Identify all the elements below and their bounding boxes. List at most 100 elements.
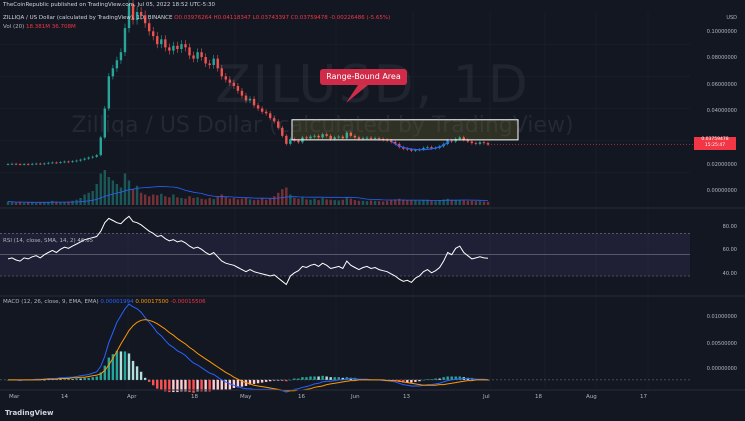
candle-body bbox=[22, 163, 26, 165]
candle-body bbox=[277, 121, 280, 128]
candle-body bbox=[131, 3, 135, 21]
candle-body bbox=[325, 134, 328, 136]
macd-histogram-bar bbox=[264, 379, 268, 382]
candle-body bbox=[196, 52, 199, 59]
symbol-title: ZILLIQA / US Dollar (calculated by Tradi… bbox=[3, 15, 173, 21]
macd-histogram-bar bbox=[228, 379, 232, 390]
x-axis-label: May bbox=[240, 394, 252, 400]
volume-bar bbox=[160, 193, 163, 205]
ohlc-values: O0.03976264 H0.04118347 L0.03743397 C0.0… bbox=[174, 15, 391, 21]
volume-label: Vol (20) bbox=[3, 24, 25, 30]
macd-histogram-bar bbox=[252, 379, 256, 384]
x-axis-label: 13 bbox=[403, 394, 410, 400]
rsi-legend[interactable]: RSI (14, close, SMA, 14, 2) 46.65 bbox=[3, 238, 93, 244]
volume-bar bbox=[156, 195, 159, 205]
macd-axis-label: 0.01000000 bbox=[706, 314, 737, 320]
volume-bar bbox=[381, 201, 385, 205]
volume-bar bbox=[462, 200, 465, 205]
macd-axis-label: 0.00500000 bbox=[706, 341, 737, 347]
volume-bar bbox=[107, 177, 111, 205]
volume-bar bbox=[377, 201, 381, 205]
volume-bar bbox=[212, 199, 215, 205]
macd-histogram-bar bbox=[103, 365, 107, 380]
volume-bar bbox=[430, 200, 433, 205]
pane-separators bbox=[0, 207, 745, 391]
macd-legend[interactable]: MACD (12, 26, close, 9, EMA, EMA) 0.0000… bbox=[3, 299, 206, 305]
volume-bar bbox=[422, 200, 425, 205]
volume-bars bbox=[6, 170, 490, 205]
candle-body bbox=[482, 142, 486, 144]
candle-body bbox=[244, 95, 248, 101]
candle-body bbox=[127, 3, 131, 29]
macd-histogram-bar bbox=[232, 379, 236, 388]
macd-histogram-bar bbox=[176, 379, 179, 393]
volume-bar bbox=[103, 170, 107, 205]
volume-bar bbox=[470, 200, 474, 205]
volume-bar bbox=[67, 201, 70, 205]
macd-histogram-bar bbox=[107, 357, 111, 380]
price-axis-label: 0.02000000 bbox=[706, 162, 737, 168]
candle-body bbox=[281, 127, 284, 136]
candle-body bbox=[232, 82, 236, 86]
candle-body bbox=[426, 147, 429, 148]
cup-pattern-curve bbox=[391, 139, 451, 151]
volume-bar bbox=[26, 202, 30, 205]
candle-body bbox=[406, 148, 409, 150]
volume-bar bbox=[458, 199, 461, 205]
tradingview-logo[interactable]: TradingView bbox=[5, 409, 54, 417]
volume-bar bbox=[152, 194, 155, 205]
macd-histogram-bar bbox=[111, 354, 115, 380]
macd-histogram-bar bbox=[317, 376, 320, 380]
macd-histogram-bar bbox=[127, 353, 131, 380]
signal-value: 0.00017500 bbox=[135, 299, 169, 305]
macd-histogram-bar bbox=[313, 376, 316, 380]
volume-bar bbox=[71, 200, 74, 205]
volume-bar bbox=[192, 198, 195, 205]
volume-bar bbox=[51, 200, 54, 205]
volume-bar bbox=[248, 199, 252, 205]
volume-bar bbox=[172, 194, 175, 205]
candle-body bbox=[10, 163, 14, 165]
candle-body bbox=[91, 156, 94, 158]
volume-bar bbox=[188, 196, 191, 205]
volume-bar bbox=[309, 199, 312, 205]
candle-body bbox=[123, 28, 127, 53]
volume-bar bbox=[131, 189, 135, 205]
candle-body bbox=[285, 135, 288, 144]
macd-histogram-bar bbox=[406, 379, 409, 383]
macd-histogram-bar bbox=[83, 377, 86, 380]
candle-body bbox=[139, 12, 143, 16]
candle-body bbox=[31, 163, 34, 165]
volume-legend[interactable]: Vol (20) 18.381M 36.708M bbox=[3, 24, 76, 30]
symbol-line[interactable]: ZILLIQA / US Dollar (calculated by Tradi… bbox=[3, 15, 390, 21]
volume-bar bbox=[147, 196, 151, 205]
candle-body bbox=[95, 155, 98, 157]
volume-bar bbox=[95, 184, 98, 205]
volume-bar bbox=[87, 192, 90, 205]
macd-histogram-bar bbox=[281, 379, 284, 381]
candle-body bbox=[63, 161, 66, 163]
macd-histogram-bar bbox=[325, 376, 328, 380]
volume-bar bbox=[252, 200, 256, 205]
rsi-line bbox=[7, 215, 489, 286]
macd-histogram-bar bbox=[422, 379, 425, 381]
candle-body bbox=[119, 52, 123, 61]
price-axis-label: 0.04000000 bbox=[706, 108, 737, 114]
volume-values: 18.381M 36.708M bbox=[26, 24, 76, 30]
macd-histogram-bar bbox=[147, 379, 151, 382]
candle-body bbox=[176, 45, 179, 49]
volume-bar bbox=[268, 198, 272, 205]
volume-bar bbox=[83, 194, 86, 205]
volume-bar bbox=[135, 185, 139, 205]
candle-body bbox=[220, 68, 223, 77]
candle-body bbox=[365, 137, 369, 139]
volume-bar bbox=[127, 180, 131, 205]
volume-bar bbox=[216, 196, 219, 205]
candle-body bbox=[394, 141, 397, 144]
macd-histogram-bar bbox=[224, 379, 228, 390]
candle-body bbox=[47, 162, 50, 164]
volume-bar bbox=[31, 202, 34, 205]
candle-body bbox=[26, 163, 30, 165]
macd-histogram bbox=[0, 350, 690, 393]
